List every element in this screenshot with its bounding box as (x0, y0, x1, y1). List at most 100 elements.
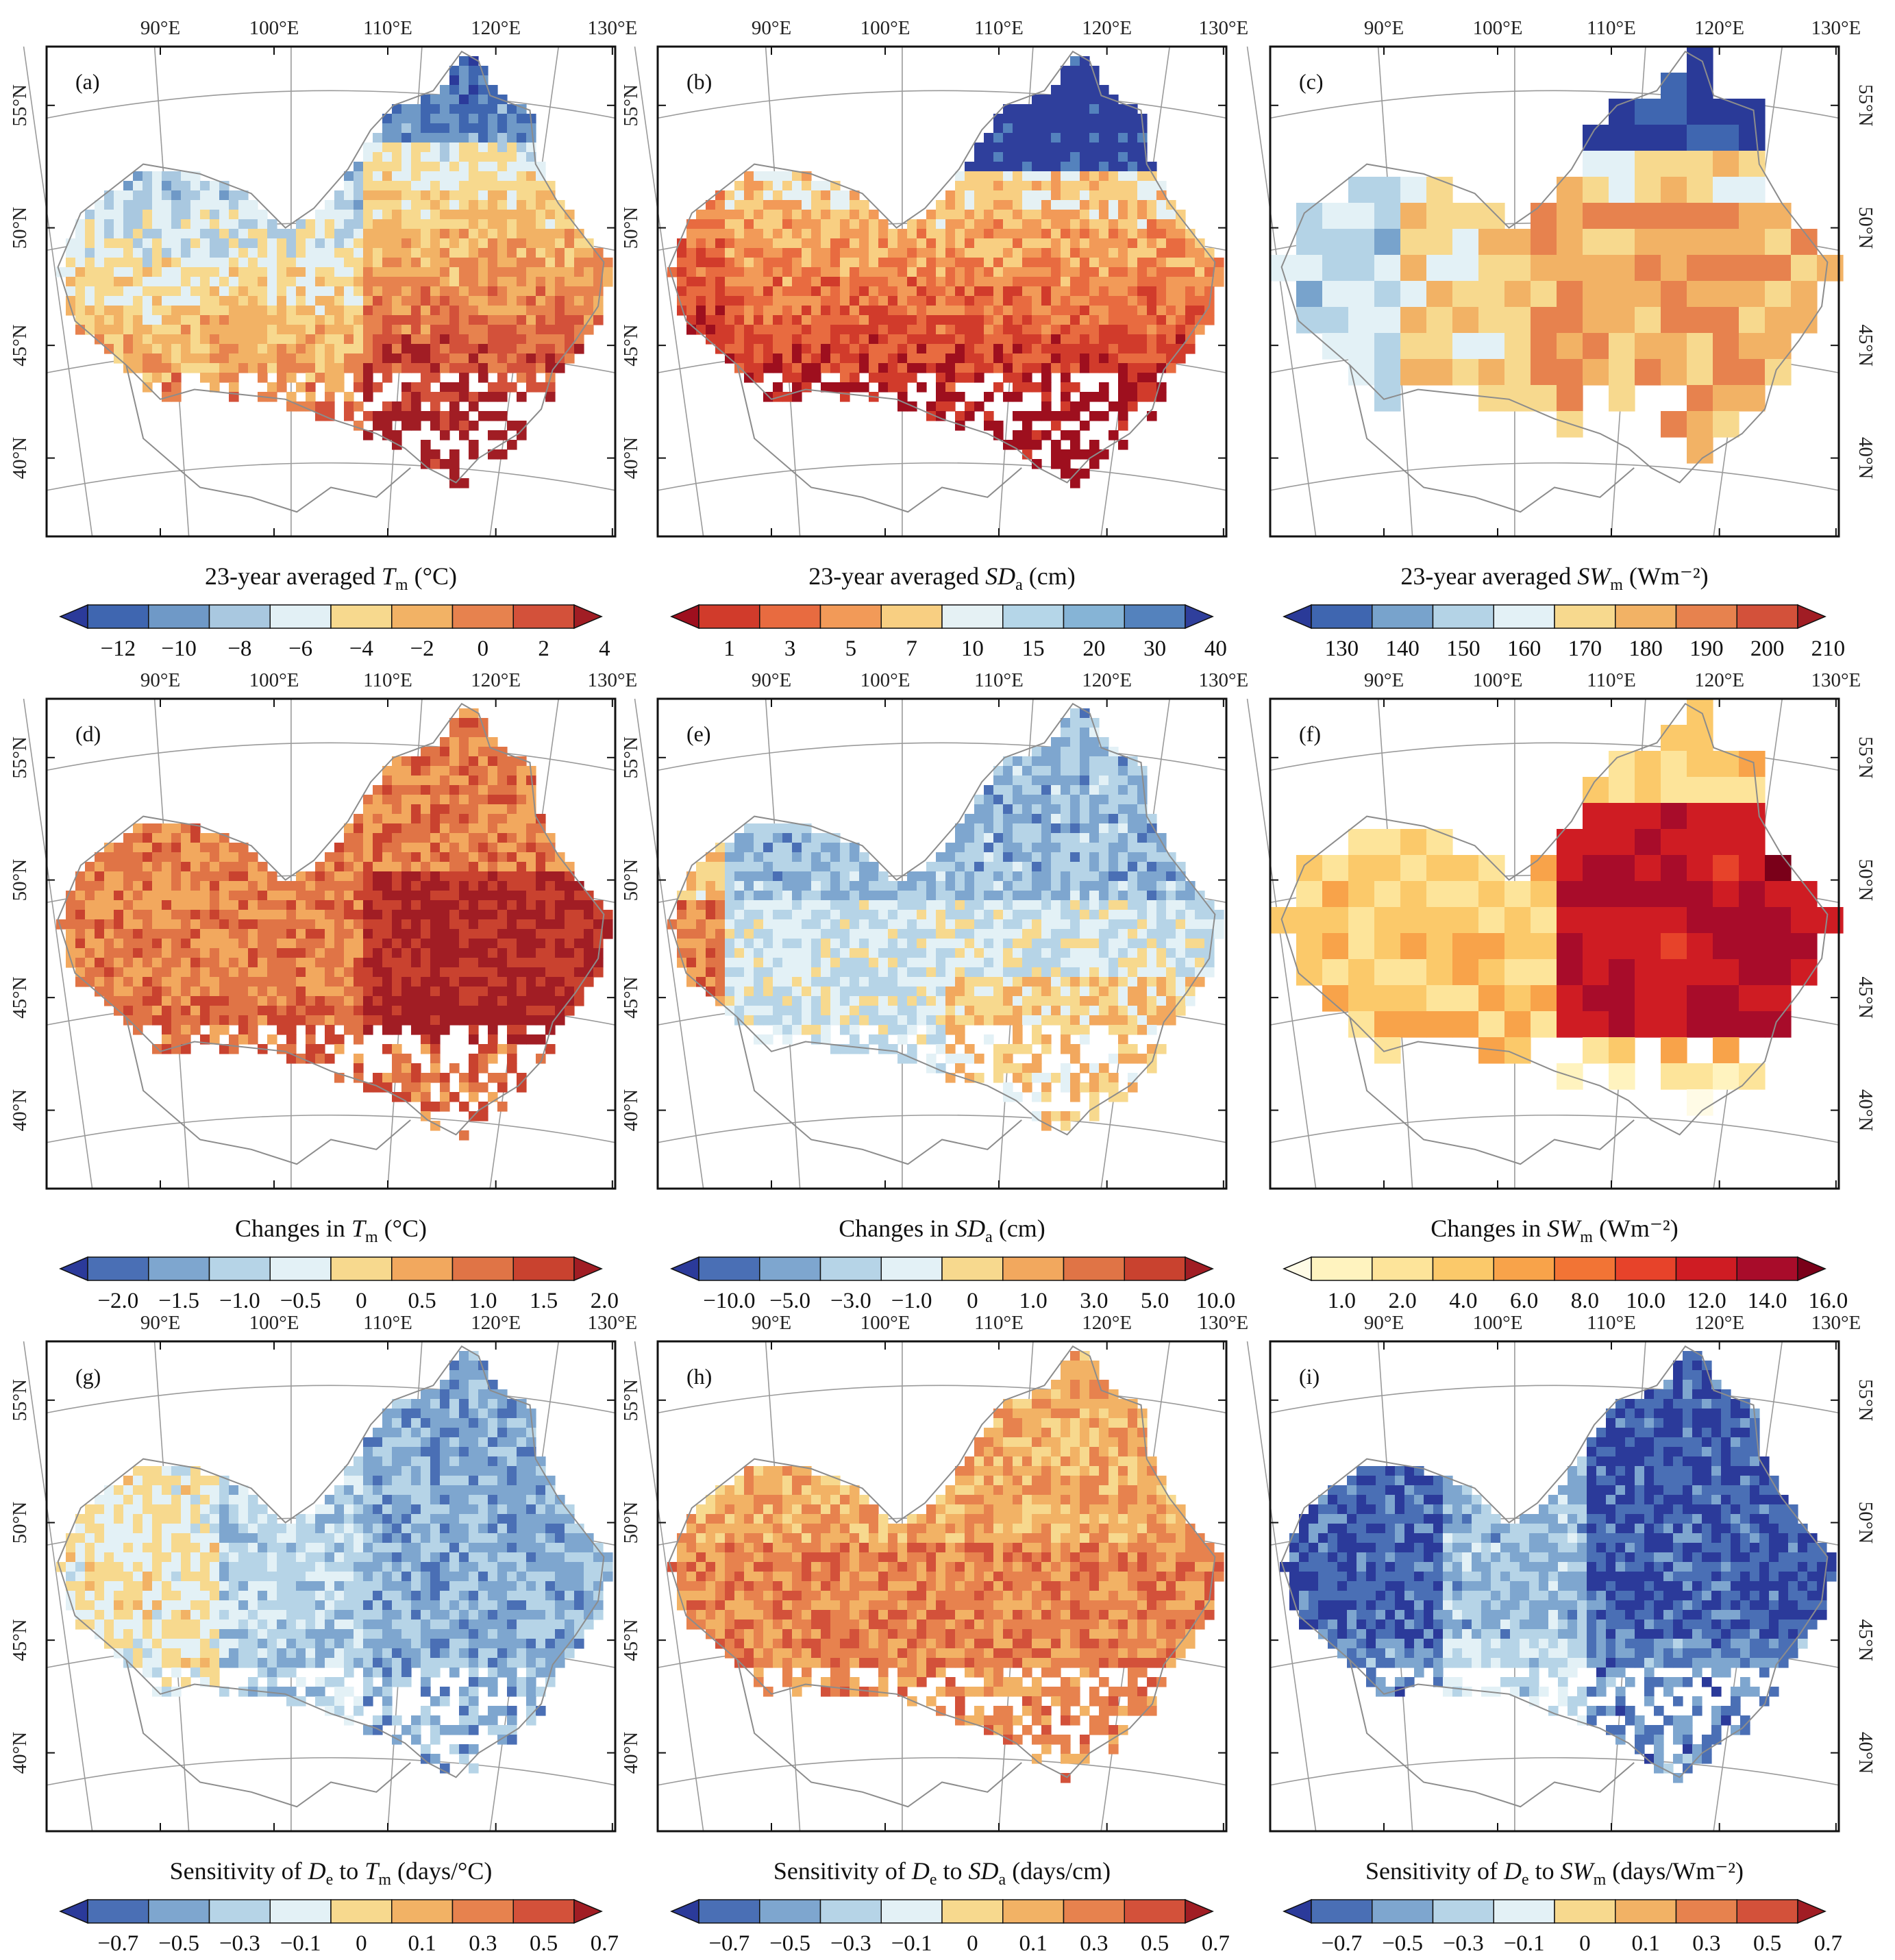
field-cell (1128, 785, 1138, 795)
colorbar-tick-label: 7 (906, 636, 917, 661)
field-cell (1051, 776, 1061, 786)
field-cell (421, 814, 431, 824)
field-cell (1661, 307, 1687, 334)
field-cell (773, 334, 783, 345)
field-cell (478, 766, 488, 776)
field-cell (696, 238, 706, 249)
field-cell (897, 229, 908, 239)
field-cell (850, 891, 860, 901)
field-cell (123, 1006, 134, 1016)
field-cell (306, 306, 316, 316)
field-cell (821, 334, 831, 345)
field-cell (1348, 229, 1375, 256)
field-cell (869, 363, 879, 373)
field-cell (123, 862, 134, 872)
field-cell (1176, 267, 1186, 277)
field-cell (459, 795, 469, 805)
field-cell (1013, 277, 1023, 287)
field-cell (1557, 281, 1583, 308)
field-cell (696, 296, 706, 306)
field-cell (401, 1054, 412, 1064)
field-cell (1452, 359, 1479, 386)
field-cell (488, 900, 498, 910)
field-cell (706, 210, 716, 220)
field-cell (373, 996, 383, 1006)
field-cell (1051, 862, 1061, 872)
field-cell (497, 756, 508, 767)
field-cell (286, 353, 297, 364)
field-cell (993, 219, 1004, 230)
field-cell (306, 238, 316, 249)
field-cell (411, 114, 421, 124)
field-cell (104, 248, 114, 258)
field-cell (181, 852, 191, 863)
field-cell (334, 373, 345, 383)
province-boundary (1349, 364, 1635, 513)
field-cell (334, 1044, 345, 1054)
field-cell (363, 1082, 373, 1093)
field-cell (85, 900, 95, 910)
map-border (45, 697, 617, 1190)
field-cell (744, 363, 754, 373)
field-cell (459, 996, 469, 1006)
field-cell (411, 162, 421, 172)
field-cell (267, 267, 277, 277)
field-cell (1080, 862, 1090, 872)
field-cell (1070, 344, 1080, 354)
field-cell (238, 363, 249, 373)
field-cell (200, 977, 210, 987)
field-cell (526, 996, 536, 1006)
field-cell (95, 910, 105, 920)
field-cell (1032, 123, 1042, 134)
field-cell (830, 891, 841, 901)
field-cell (1166, 238, 1176, 249)
field-cell (123, 987, 134, 997)
field-cell (133, 929, 143, 939)
field-cell (715, 334, 726, 345)
field-cell (478, 162, 488, 172)
field-cell (200, 181, 210, 191)
field-cell (162, 306, 172, 316)
field-cell (421, 1111, 431, 1121)
field-cell (469, 1015, 479, 1026)
field-cell (993, 766, 1004, 776)
field-cell (1118, 152, 1128, 162)
field-cell (248, 229, 258, 239)
field-cell (421, 852, 431, 863)
field-cell (536, 987, 546, 997)
field-cell (1022, 171, 1032, 182)
field-cell (869, 248, 879, 258)
field-cell (545, 862, 556, 872)
field-cell (677, 277, 687, 287)
field-cell (565, 967, 575, 978)
field-cell (878, 373, 889, 383)
field-cell (802, 238, 812, 249)
field-cell (449, 200, 460, 210)
field-cell (143, 967, 153, 978)
field-cell (840, 891, 850, 901)
field-cell (792, 334, 802, 345)
field-cell (325, 353, 335, 364)
field-cell (411, 142, 421, 153)
field-cell (1089, 823, 1100, 834)
field-cell (1635, 255, 1661, 282)
field-cell (258, 996, 268, 1006)
field-cell (1374, 177, 1401, 203)
field-cell (1089, 392, 1100, 402)
field-cell (869, 881, 879, 891)
field-cell (315, 948, 325, 958)
field-cell (85, 862, 95, 872)
field-cell (869, 277, 879, 287)
field-cell (267, 929, 277, 939)
field-cell (792, 286, 802, 297)
field-cell (478, 1044, 488, 1054)
field-cell (229, 315, 239, 325)
field-cell (478, 277, 488, 287)
field-cell (200, 900, 210, 910)
field-cell (850, 344, 860, 354)
colorbar-segment (391, 1256, 454, 1281)
field-cell (1080, 171, 1090, 182)
field-cell (754, 258, 764, 268)
field-cell (926, 315, 937, 325)
field-cell (984, 210, 994, 220)
